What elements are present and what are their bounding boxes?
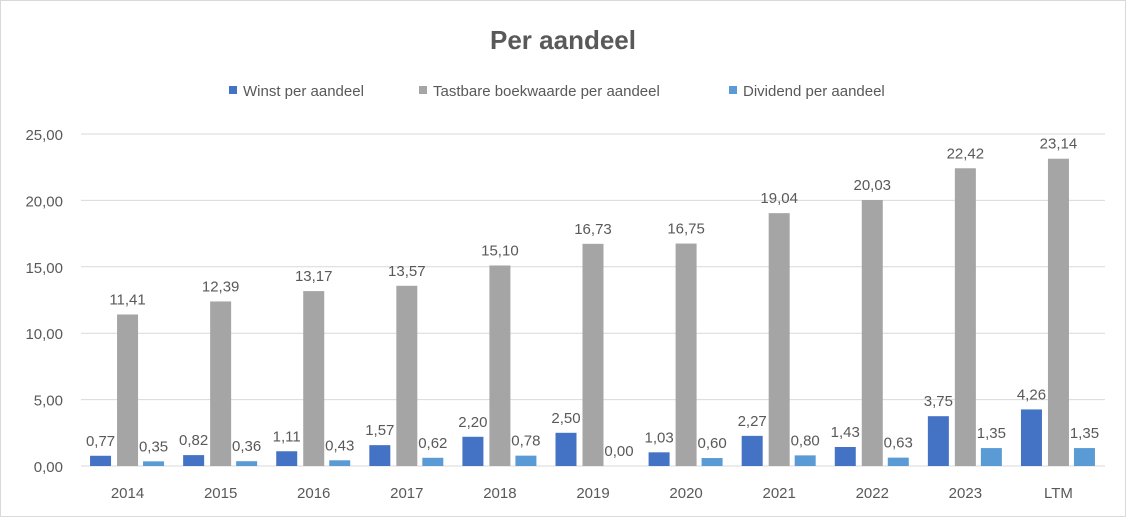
legend-swatch (729, 86, 737, 94)
data-label: 1,35 (1070, 425, 1099, 442)
x-tick-label: LTM (1044, 485, 1073, 502)
bar (794, 455, 816, 466)
bar (887, 457, 909, 466)
data-label: 20,03 (853, 177, 891, 194)
data-label: 2,50 (551, 410, 580, 427)
bar (90, 455, 112, 466)
bar (582, 243, 604, 466)
data-label: 1,43 (831, 424, 860, 441)
bar (422, 457, 444, 466)
bar (861, 200, 883, 467)
data-label: 0,36 (232, 438, 261, 455)
bar (276, 451, 298, 466)
data-label: 2,20 (458, 414, 487, 431)
data-label: 0,00 (604, 443, 633, 460)
bar (1047, 158, 1069, 466)
bar (117, 314, 139, 466)
bar (701, 458, 723, 466)
data-label: 0,82 (179, 432, 208, 449)
legend-label: Dividend per aandeel (743, 83, 885, 100)
y-tick-label: 0,00 (34, 459, 63, 476)
bar (980, 448, 1002, 466)
data-label: 16,73 (574, 221, 612, 238)
data-label: 15,10 (481, 242, 519, 259)
bar (1020, 409, 1042, 466)
bar (236, 461, 258, 466)
x-tick-label: 2016 (297, 485, 330, 502)
bar (834, 447, 856, 466)
data-label: 1,57 (365, 422, 394, 439)
x-tick-label: 2023 (949, 485, 982, 502)
legend-swatch (229, 86, 237, 94)
data-label: 16,75 (667, 221, 705, 238)
data-label: 3,75 (924, 393, 953, 410)
x-tick-label: 2019 (576, 485, 609, 502)
x-tick-label: 2014 (111, 485, 144, 502)
bar (143, 461, 165, 466)
data-label: 1,35 (977, 425, 1006, 442)
bar (555, 432, 577, 466)
bar (1073, 448, 1095, 466)
data-label: 0,80 (791, 432, 820, 449)
data-label: 22,42 (947, 145, 985, 162)
bar (927, 416, 949, 466)
x-tick-label: 2020 (669, 485, 702, 502)
y-tick-label: 5,00 (34, 393, 63, 410)
data-label: 13,17 (295, 268, 333, 285)
y-tick-label: 20,00 (25, 193, 63, 210)
chart-title: Per aandeel (490, 25, 636, 55)
bar (768, 213, 790, 466)
data-label: 11,41 (109, 291, 145, 308)
bar (515, 455, 537, 466)
data-label: 1,11 (273, 428, 301, 445)
bar (329, 460, 351, 466)
x-tick-label: 2018 (483, 485, 516, 502)
legend-swatch (419, 86, 427, 94)
x-tick-label: 2022 (856, 485, 889, 502)
data-label: 0,35 (139, 438, 168, 455)
bar (648, 452, 670, 466)
bar (489, 265, 511, 466)
x-tick-label: 2015 (204, 485, 237, 502)
legend-label: Tastbare boekwaarde per aandeel (433, 83, 660, 100)
data-label: 0,60 (697, 435, 726, 452)
x-tick-label: 2017 (390, 485, 423, 502)
data-label: 2,27 (738, 413, 767, 430)
bar (396, 285, 418, 466)
data-label: 19,04 (760, 190, 798, 207)
bar (954, 168, 976, 467)
data-label: 0,78 (511, 433, 540, 450)
y-tick-label: 10,00 (25, 326, 63, 343)
y-tick-label: 15,00 (25, 260, 63, 277)
bar (675, 243, 697, 466)
data-label: 0,77 (86, 433, 115, 450)
data-label: 4,26 (1017, 386, 1046, 403)
y-tick-label: 25,00 (25, 127, 63, 144)
bar (741, 435, 763, 466)
bar (210, 301, 232, 466)
bar (183, 455, 205, 466)
data-label: 13,57 (388, 263, 426, 280)
x-tick-label: 2021 (762, 485, 795, 502)
data-label: 0,63 (884, 435, 913, 452)
bar (369, 445, 391, 466)
legend-label: Winst per aandeel (243, 83, 364, 100)
data-label: 12,39 (202, 278, 240, 295)
data-label: 1,03 (644, 429, 673, 446)
bar (303, 291, 325, 466)
data-label: 23,14 (1040, 136, 1078, 153)
bar (462, 436, 484, 466)
data-label: 0,62 (418, 435, 447, 452)
data-label: 0,43 (325, 437, 354, 454)
